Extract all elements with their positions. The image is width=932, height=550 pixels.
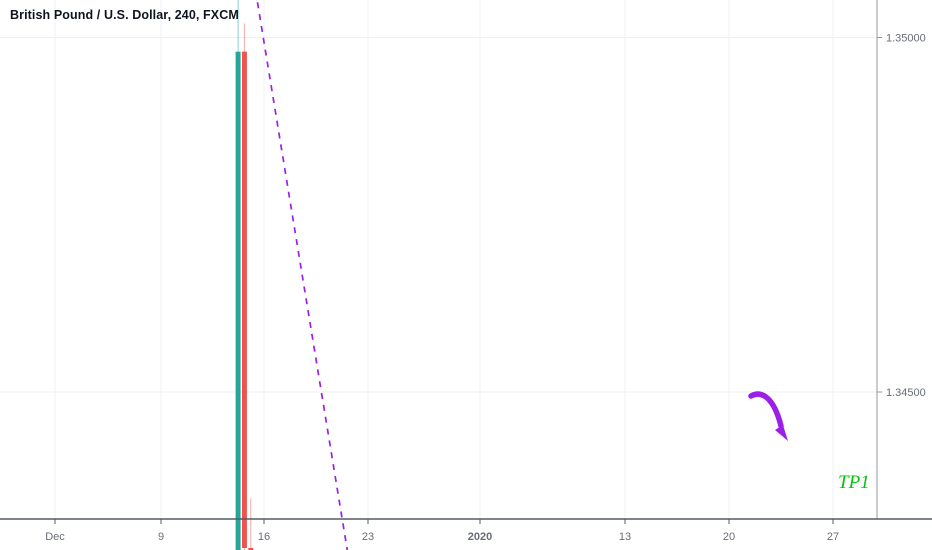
arrow-annotation[interactable]: [748, 391, 788, 441]
candle-body: [248, 547, 254, 550]
candle[interactable]: [248, 498, 254, 550]
price-tick-label: 1.35000: [886, 33, 926, 45]
arrow-shaft: [748, 391, 784, 429]
candle-body: [235, 51, 241, 550]
time-tick-label: Dec: [45, 531, 65, 543]
symbol-title[interactable]: British Pound / U.S. Dollar, 240, FXCM: [10, 8, 239, 22]
tp1-text[interactable]: TP1: [838, 472, 870, 493]
price-axis-labels: 1.355001.350001.345001.340001.335001.330…: [877, 33, 926, 399]
time-tick-label: 23: [362, 531, 374, 543]
time-tick-label: 16: [258, 531, 270, 543]
time-tick-label: 9: [158, 531, 164, 543]
time-tick-label: 27: [827, 531, 839, 543]
candle[interactable]: [241, 23, 247, 550]
candle[interactable]: [235, 0, 241, 550]
time-tick-label: 13: [619, 531, 631, 543]
time-axis-labels: Dec 9 16 23 2020 13 20 27: [45, 519, 839, 543]
gridlines: [0, 0, 877, 519]
arrow-head-icon: [775, 425, 788, 441]
time-tick-label: 2020: [468, 531, 492, 543]
price-tick-label: 1.34500: [886, 387, 926, 399]
candle-body: [241, 51, 247, 548]
time-tick-label: 20: [723, 531, 735, 543]
